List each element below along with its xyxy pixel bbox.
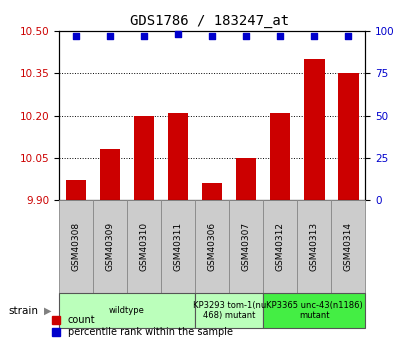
Text: KP3365 unc-43(n1186)
mutant: KP3365 unc-43(n1186) mutant: [266, 301, 363, 320]
Text: GDS1786 / 183247_at: GDS1786 / 183247_at: [131, 14, 289, 28]
Text: ▶: ▶: [44, 306, 52, 315]
Bar: [297, 200, 331, 293]
Text: GSM40310: GSM40310: [139, 222, 148, 271]
Legend: count, percentile rank within the sample: count, percentile rank within the sample: [51, 315, 234, 338]
Bar: [229, 200, 263, 293]
Text: wildtype: wildtype: [109, 306, 145, 315]
Point: [209, 33, 215, 39]
Bar: [304, 59, 325, 200]
Bar: [59, 293, 195, 328]
Point: [311, 33, 318, 39]
Point: [73, 33, 79, 39]
Text: strain: strain: [8, 306, 38, 315]
Point: [277, 33, 284, 39]
Point: [107, 33, 113, 39]
Bar: [134, 116, 154, 200]
Bar: [236, 158, 256, 200]
Text: GSM40307: GSM40307: [241, 222, 251, 271]
Bar: [202, 183, 222, 200]
Bar: [93, 200, 127, 293]
Text: KP3293 tom-1(nu
468) mutant: KP3293 tom-1(nu 468) mutant: [192, 301, 266, 320]
Bar: [270, 113, 291, 200]
Text: GSM40309: GSM40309: [105, 222, 114, 271]
Bar: [263, 200, 297, 293]
Point: [175, 32, 181, 37]
Text: GSM40308: GSM40308: [71, 222, 80, 271]
Bar: [127, 200, 161, 293]
Text: GSM40311: GSM40311: [173, 222, 183, 271]
Bar: [195, 293, 263, 328]
Bar: [338, 73, 359, 200]
Bar: [100, 149, 120, 200]
Bar: [161, 200, 195, 293]
Bar: [195, 200, 229, 293]
Bar: [168, 113, 188, 200]
Text: GSM40314: GSM40314: [344, 222, 353, 271]
Point: [243, 33, 249, 39]
Text: GSM40306: GSM40306: [207, 222, 217, 271]
Point: [345, 33, 352, 39]
Bar: [59, 200, 93, 293]
Bar: [331, 200, 365, 293]
Bar: [263, 293, 365, 328]
Bar: [66, 180, 86, 200]
Text: GSM40312: GSM40312: [276, 222, 285, 271]
Text: GSM40313: GSM40313: [310, 222, 319, 271]
Point: [141, 33, 147, 39]
